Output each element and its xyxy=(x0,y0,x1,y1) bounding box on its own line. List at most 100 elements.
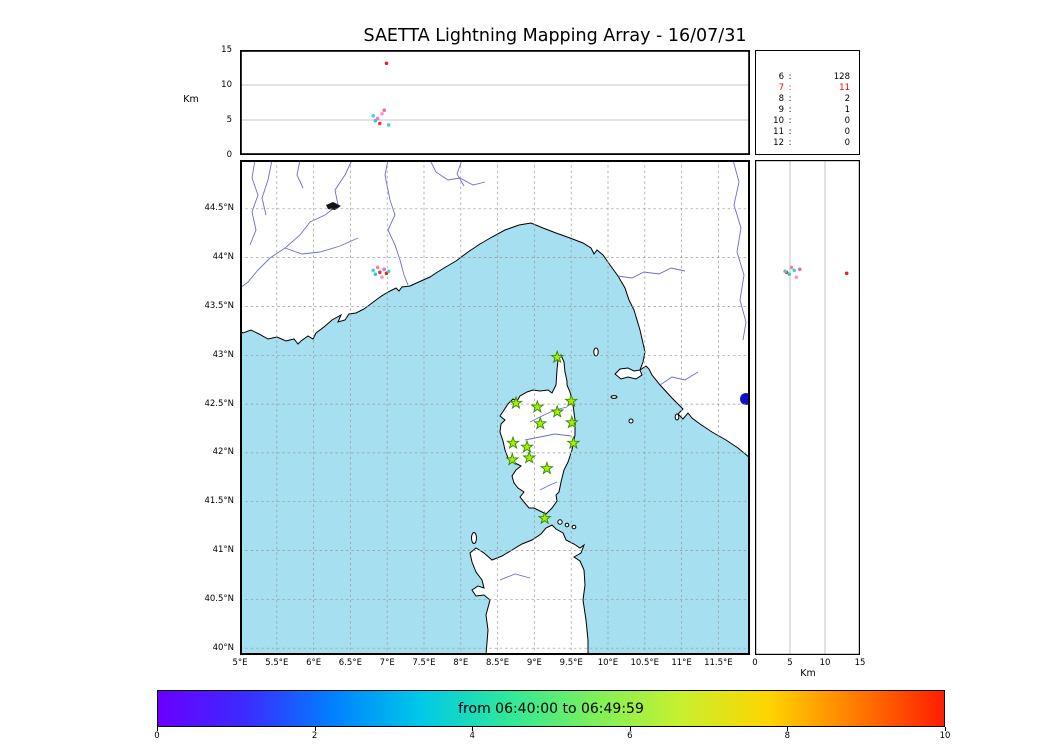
colorbar-tick-label: 10 xyxy=(939,731,951,741)
river xyxy=(529,406,568,423)
longitude-tick-label: 8.5°E xyxy=(485,658,510,668)
lightning-source-dot xyxy=(371,114,375,118)
giglio-island xyxy=(674,413,680,421)
river xyxy=(499,573,531,581)
longitude-tick-label: 10°E xyxy=(597,658,619,668)
lma-station-star-marker xyxy=(550,349,565,364)
lightning-source-dot xyxy=(380,275,384,279)
lma-station-star-marker xyxy=(530,399,545,414)
station-count-row: 11: 0 xyxy=(756,127,859,138)
altitude-axis-unit-label-bottom: Km xyxy=(800,668,816,679)
river xyxy=(296,160,304,189)
altitude-tick-label: 10 xyxy=(819,658,831,668)
station-count-separator: : xyxy=(788,138,792,148)
latitude-tick-label: 42°N xyxy=(212,447,234,458)
latitude-tick-label: 43.5°N xyxy=(204,300,234,311)
map-panel xyxy=(240,160,750,655)
panel-frame xyxy=(240,50,750,155)
station-count-value: 128 xyxy=(833,72,850,82)
longitude-tick-label: 9.5°E xyxy=(559,658,583,668)
colorbar-tick-label: 4 xyxy=(469,731,475,741)
altitude-tick-label: 0 xyxy=(752,658,758,668)
station-count-id: 11 xyxy=(773,127,784,137)
lightning-source-dot xyxy=(382,267,386,272)
lightning-source-dot xyxy=(789,265,794,270)
lightning-source-dot xyxy=(844,271,849,276)
station-count-value: 2 xyxy=(844,94,850,104)
lightning-source-dot xyxy=(794,275,799,279)
lightning-source-dot xyxy=(798,267,802,272)
latitude-tick-label: 40°N xyxy=(212,642,234,653)
altitude-tick-label: 10 xyxy=(221,79,232,90)
river xyxy=(524,433,572,441)
lma-station-star-marker xyxy=(539,461,554,475)
longitude-tick-label: 8°E xyxy=(453,658,469,668)
colorbar-time-label: from 06:40:00 to 06:49:59 xyxy=(458,700,644,717)
latitude-tick-label: 44.5°N xyxy=(204,203,234,214)
lightning-sources-alt-lat xyxy=(783,265,849,279)
colorbar-tick-mark xyxy=(314,727,316,731)
panel-background xyxy=(755,160,860,655)
lightning-source-dot xyxy=(386,269,391,274)
river xyxy=(617,267,686,279)
station-count-separator: : xyxy=(788,127,792,137)
latitude-tick-label: 40.5°N xyxy=(204,593,234,604)
lma-station-star-marker xyxy=(508,395,524,410)
station-count-separator: : xyxy=(788,94,792,104)
station-count-id: 8 xyxy=(778,94,784,104)
lightning-source-dot xyxy=(378,121,382,126)
asinara-island xyxy=(471,532,477,544)
colorbar: from 06:40:00 to 06:49:59 xyxy=(157,690,945,727)
altitude-longitude-panel xyxy=(240,50,750,155)
lightning-sources-alt-lon xyxy=(371,61,391,127)
alpine-lake xyxy=(326,202,341,210)
panel-frame xyxy=(755,160,860,655)
colorbar-tick-mark xyxy=(629,727,631,731)
latitude-tick-label: 41.5°N xyxy=(204,496,234,507)
sardinia-coastline xyxy=(469,524,589,655)
maddalena-island xyxy=(557,519,563,525)
lma-station-star-marker xyxy=(520,439,534,454)
altitude-tick-label: 5 xyxy=(787,658,793,668)
station-count-separator: : xyxy=(788,105,792,115)
lightning-source-dot xyxy=(787,272,792,276)
station-count-id: 10 xyxy=(773,116,784,126)
station-count-rows: 6:128 7:11 8:2 9:1 10:0 11:0 12:0 xyxy=(756,72,859,149)
longitude-tick-label: 5°E xyxy=(232,658,248,668)
colorbar-tick-mark xyxy=(945,727,946,731)
longitude-tick-label: 11°E xyxy=(671,658,692,668)
pianosa-island xyxy=(610,395,618,399)
panel-frame xyxy=(240,160,750,655)
station-count-id: 6 xyxy=(778,72,784,82)
elba-island xyxy=(614,367,643,380)
lma-station-star-marker xyxy=(537,510,552,525)
station-count-value: 11 xyxy=(839,83,850,93)
station-count-row: 9: 1 xyxy=(756,105,859,116)
river xyxy=(240,160,353,289)
station-count-value: 0 xyxy=(844,116,850,126)
river xyxy=(249,160,259,246)
lightning-source-dot xyxy=(375,116,380,121)
station-count-separator: : xyxy=(788,83,792,93)
station-count-id: 12 xyxy=(773,138,784,148)
station-count-id: 9 xyxy=(778,105,784,115)
lma-station-star-marker xyxy=(564,393,579,408)
colorbar-tick-mark xyxy=(787,727,789,731)
river xyxy=(284,237,359,255)
colorbar-tick-label: 8 xyxy=(784,731,791,741)
altitude-tick-label: 5 xyxy=(226,114,232,125)
river xyxy=(659,371,699,386)
lma-station-star-marker xyxy=(550,404,565,418)
colorbar-tick-label: 2 xyxy=(311,731,318,741)
map-graticule xyxy=(240,160,750,655)
station-count-id: 7 xyxy=(778,83,784,93)
longitude-tick-label: 6.5°E xyxy=(338,658,362,668)
station-count-value: 1 xyxy=(844,105,850,115)
latitude-tick-label: 41°N xyxy=(212,545,234,556)
station-count-row: 8: 2 xyxy=(756,94,859,105)
station-count-separator: : xyxy=(788,116,792,126)
lightning-source-dot xyxy=(371,268,375,273)
longitude-tick-label: 10.5°E xyxy=(630,658,660,668)
longitude-tick-label: 9°E xyxy=(526,658,542,668)
lightning-source-dot xyxy=(378,270,382,275)
